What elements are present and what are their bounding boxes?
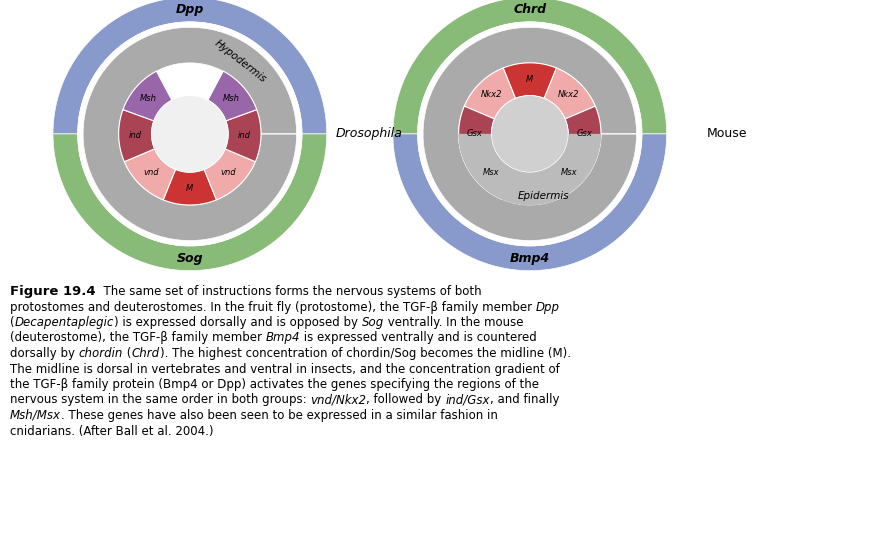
Text: Nkx2: Nkx2: [557, 90, 579, 99]
Text: dorsally by: dorsally by: [10, 347, 79, 360]
Text: , and finally: , and finally: [490, 393, 559, 406]
Text: Chrd: Chrd: [132, 347, 160, 360]
Text: Nkx2: Nkx2: [480, 90, 502, 99]
Text: M: M: [526, 75, 533, 84]
Text: Epidermis: Epidermis: [517, 191, 570, 201]
Polygon shape: [458, 134, 601, 205]
Text: ind: ind: [129, 131, 141, 140]
Text: vnd: vnd: [144, 169, 159, 177]
Text: Msh: Msh: [140, 94, 157, 103]
Polygon shape: [544, 68, 595, 119]
Polygon shape: [78, 22, 302, 246]
Text: (deuterostome), the TGF-β family member: (deuterostome), the TGF-β family member: [10, 331, 266, 344]
Polygon shape: [545, 148, 596, 199]
Polygon shape: [118, 109, 155, 162]
Text: ventrally. In the mouse: ventrally. In the mouse: [384, 316, 524, 329]
Text: Msx: Msx: [561, 168, 577, 177]
Polygon shape: [53, 134, 327, 271]
Text: Drosophila: Drosophila: [336, 127, 403, 141]
Text: the TGF-β family protein (Bmp4 or Dpp) activates the genes specifying the region: the TGF-β family protein (Bmp4 or Dpp) a…: [10, 378, 539, 391]
Ellipse shape: [492, 95, 568, 172]
Text: Msx: Msx: [482, 168, 499, 177]
Polygon shape: [464, 148, 515, 199]
Text: cnidarians. (After Ball et al. 2004.): cnidarians. (After Ball et al. 2004.): [10, 425, 214, 437]
Text: is expressed ventrally and is countered: is expressed ventrally and is countered: [300, 331, 537, 344]
Polygon shape: [464, 68, 516, 119]
Polygon shape: [53, 0, 327, 134]
Text: Sog: Sog: [177, 252, 203, 265]
Ellipse shape: [492, 95, 568, 172]
Polygon shape: [565, 106, 601, 161]
Ellipse shape: [152, 95, 228, 172]
Polygon shape: [123, 71, 172, 121]
Text: Mouse: Mouse: [706, 127, 747, 141]
Polygon shape: [393, 134, 667, 271]
Text: protostomes and deuterostomes. In the fruit fly (protostome), the TGF-β family m: protostomes and deuterostomes. In the fr…: [10, 301, 536, 314]
Text: Decapentaplegic: Decapentaplegic: [15, 316, 114, 329]
Text: vnd/Nkx2: vnd/Nkx2: [311, 393, 366, 406]
Text: . These genes have also been seen to be expressed in a similar fashion in: . These genes have also been seen to be …: [61, 409, 498, 422]
Text: The midline is dorsal in vertebrates and ventral in insects, and the concentrati: The midline is dorsal in vertebrates and…: [10, 363, 560, 376]
Text: Bmp4: Bmp4: [509, 252, 550, 265]
Polygon shape: [393, 0, 667, 134]
Polygon shape: [225, 109, 261, 162]
Text: Chrd: Chrd: [513, 3, 547, 16]
Polygon shape: [423, 27, 637, 240]
Text: Sog: Sog: [362, 316, 384, 329]
Text: , followed by: , followed by: [366, 393, 445, 406]
Text: M: M: [186, 184, 193, 193]
Polygon shape: [418, 22, 642, 246]
Text: ). The highest concentration of chordin/Sog becomes the midline (M).: ). The highest concentration of chordin/…: [160, 347, 570, 360]
Text: ind/Gsx: ind/Gsx: [445, 393, 490, 406]
Polygon shape: [125, 149, 176, 200]
Text: Dpp: Dpp: [176, 3, 204, 16]
Polygon shape: [204, 149, 255, 200]
Polygon shape: [503, 63, 556, 98]
Text: Gsx: Gsx: [577, 129, 592, 138]
Text: ind: ind: [238, 131, 251, 140]
Polygon shape: [458, 106, 494, 161]
Text: nervous system in the same order in both groups:: nervous system in the same order in both…: [10, 393, 311, 406]
Text: (: (: [123, 347, 132, 360]
Text: ) is expressed dorsally and is opposed by: ) is expressed dorsally and is opposed b…: [114, 316, 362, 329]
Text: Dpp: Dpp: [536, 301, 560, 314]
Text: (: (: [10, 316, 15, 329]
Text: Msh/Msx: Msh/Msx: [10, 409, 61, 422]
Text: Figure 19.4: Figure 19.4: [10, 285, 95, 298]
Text: The same set of instructions forms the nervous systems of both: The same set of instructions forms the n…: [95, 285, 481, 298]
Polygon shape: [208, 71, 257, 121]
Text: Gsx: Gsx: [467, 129, 483, 138]
Text: chordin: chordin: [79, 347, 123, 360]
Polygon shape: [83, 27, 297, 240]
Text: vnd: vnd: [221, 169, 236, 177]
Polygon shape: [163, 170, 216, 205]
Text: Bmp4: Bmp4: [266, 331, 300, 344]
Text: Hypodermis: Hypodermis: [213, 38, 268, 84]
Text: Msh: Msh: [223, 94, 239, 103]
Polygon shape: [458, 134, 601, 205]
